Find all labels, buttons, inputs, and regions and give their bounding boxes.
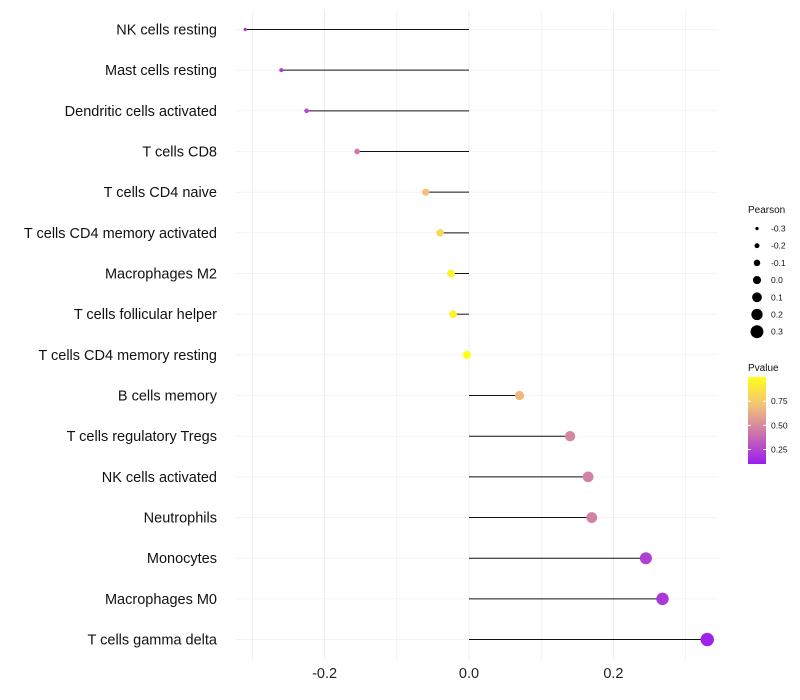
data-point bbox=[447, 269, 455, 278]
legend-size-key bbox=[754, 243, 760, 249]
legend-pearson: Pearson -0.3 -0.2 -0.1 0.0 0.1 0.2 0.3 bbox=[748, 205, 786, 339]
legend-size-key bbox=[753, 259, 761, 267]
x-axis-ticks: -0.2 0.0 0.2 bbox=[312, 666, 623, 682]
legend-pvalue: Pvalue 0.25 0.50 0.75 bbox=[748, 363, 788, 464]
data-point bbox=[639, 552, 652, 565]
legend-size-key bbox=[750, 325, 764, 339]
data-point bbox=[586, 512, 598, 523]
category-label: T cells CD4 memory resting bbox=[38, 348, 217, 364]
data-point bbox=[462, 350, 471, 359]
legend-size-key bbox=[751, 308, 763, 321]
data-point bbox=[449, 310, 458, 319]
category-label: T cells gamma delta bbox=[88, 633, 218, 649]
legend-pvalue-title: Pvalue bbox=[748, 363, 779, 374]
data-point bbox=[354, 148, 360, 155]
x-tick-label: 0.2 bbox=[603, 666, 623, 682]
data-point bbox=[656, 592, 669, 606]
x-tick-label: -0.2 bbox=[312, 666, 337, 682]
category-label: NK cells resting bbox=[116, 23, 217, 39]
data-point bbox=[514, 390, 525, 401]
category-label: Dendritic cells activated bbox=[65, 104, 217, 120]
data-point bbox=[279, 68, 284, 73]
category-label: Monocytes bbox=[147, 551, 217, 567]
legend-size-key bbox=[755, 226, 759, 231]
legend-size-label: 0.0 bbox=[771, 275, 783, 285]
category-label: B cells memory bbox=[118, 389, 218, 405]
data-point bbox=[700, 632, 714, 647]
legend-size-label: 0.3 bbox=[771, 327, 783, 337]
data-point bbox=[582, 471, 594, 483]
legend-color-label: 0.25 bbox=[771, 445, 788, 455]
data-point bbox=[243, 27, 247, 32]
data-point bbox=[564, 431, 576, 442]
category-label: T cells CD4 naive bbox=[104, 185, 217, 201]
legend-pearson-title: Pearson bbox=[748, 205, 785, 216]
category-label: T cells CD4 memory activated bbox=[24, 226, 217, 242]
legend-color-label: 0.50 bbox=[771, 420, 788, 430]
data-point bbox=[422, 188, 430, 196]
legend-color-label: 0.75 bbox=[771, 396, 788, 406]
data-point bbox=[436, 229, 444, 237]
legend-size-label: 0.2 bbox=[771, 310, 783, 320]
category-label: NK cells activated bbox=[102, 470, 217, 486]
category-label: T cells follicular helper bbox=[74, 307, 217, 323]
legend-size-key bbox=[752, 276, 762, 285]
category-label: Neutrophils bbox=[144, 511, 217, 527]
category-label: Macrophages M2 bbox=[105, 267, 217, 283]
category-label: T cells CD8 bbox=[142, 145, 217, 161]
category-label: Mast cells resting bbox=[105, 63, 217, 79]
x-tick-label: 0.0 bbox=[459, 666, 479, 682]
data-point bbox=[304, 108, 309, 114]
legend-size-label: -0.3 bbox=[771, 224, 786, 234]
y-axis-labels: NK cells resting Mast cells resting Dendri… bbox=[24, 23, 218, 649]
legend-size-label: 0.1 bbox=[771, 292, 783, 302]
points bbox=[243, 27, 714, 647]
category-label: Macrophages M0 bbox=[105, 592, 217, 608]
stems bbox=[245, 29, 708, 641]
category-label: T cells regulatory Tregs bbox=[67, 429, 217, 445]
legend-size-label: -0.2 bbox=[771, 241, 786, 251]
legend-size-key bbox=[752, 292, 762, 303]
legend-pvalue-colorbar bbox=[748, 377, 766, 464]
legend-size-label: -0.1 bbox=[771, 258, 786, 268]
